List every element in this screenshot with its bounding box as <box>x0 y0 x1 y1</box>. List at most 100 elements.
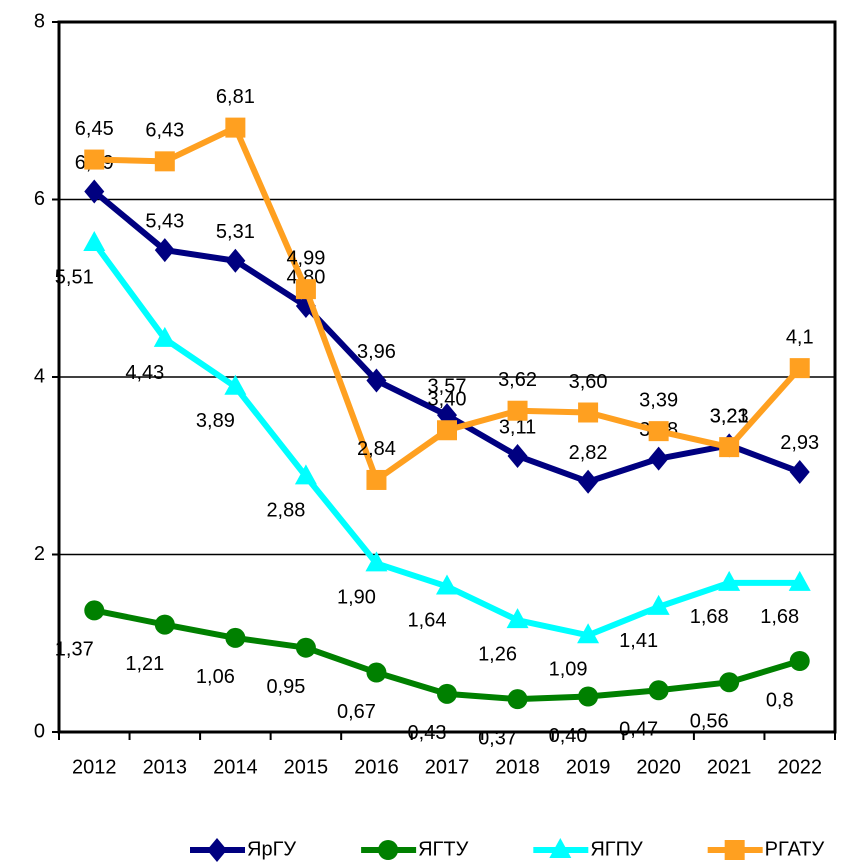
y-tick-label: 0 <box>34 720 45 742</box>
y-tick-label: 2 <box>34 543 45 565</box>
data-label: 5,51 <box>55 266 94 288</box>
marker <box>84 179 105 204</box>
marker <box>549 838 572 858</box>
data-label: 3,40 <box>428 389 467 411</box>
data-label: 1,09 <box>549 659 588 681</box>
marker <box>507 443 528 468</box>
y-tick-label: 4 <box>34 365 45 387</box>
marker <box>83 230 106 251</box>
data-label: 6,45 <box>75 118 114 140</box>
marker <box>366 469 387 490</box>
x-tick-label: 2020 <box>636 756 681 778</box>
data-label: 1,06 <box>196 666 235 688</box>
data-label: 0,43 <box>408 722 447 744</box>
x-tick-label: 2014 <box>213 756 258 778</box>
data-label: 4,99 <box>286 247 325 269</box>
data-label: 3,96 <box>357 341 396 363</box>
data-label: 1,21 <box>125 653 164 675</box>
data-label: 3,62 <box>498 369 537 391</box>
marker <box>153 326 176 347</box>
data-label: 3,39 <box>639 389 678 411</box>
marker <box>648 421 669 442</box>
data-label: 0,40 <box>549 725 588 747</box>
x-tick-label: 2017 <box>425 756 470 778</box>
marker <box>724 840 745 860</box>
marker <box>225 117 246 138</box>
marker <box>294 464 317 485</box>
data-label: 6,81 <box>216 86 255 108</box>
marker <box>788 570 811 591</box>
data-label: 0,95 <box>266 676 305 698</box>
marker <box>154 151 175 172</box>
data-label: 3,89 <box>196 410 235 432</box>
marker <box>577 623 600 644</box>
x-tick-label: 2013 <box>143 756 188 778</box>
data-label: 3,60 <box>569 371 608 393</box>
data-label: 6,43 <box>145 120 184 142</box>
marker <box>789 651 810 671</box>
x-tick-label: 2012 <box>72 756 117 778</box>
marker <box>578 469 599 494</box>
data-label: 3,11 <box>499 416 536 438</box>
marker <box>647 594 670 615</box>
marker <box>154 238 175 263</box>
marker <box>84 149 105 170</box>
x-tick-label: 2018 <box>495 756 540 778</box>
legend-label: ЯрГУ <box>247 838 296 860</box>
plot-frame <box>57 20 837 734</box>
marker <box>224 374 247 395</box>
data-label: 2,82 <box>569 442 608 464</box>
marker <box>507 400 528 421</box>
data-label: 1,26 <box>478 643 517 665</box>
data-label: 5,43 <box>145 210 184 232</box>
data-label: 0,37 <box>478 727 517 749</box>
data-label: 5,31 <box>216 221 255 243</box>
data-label: 2,84 <box>357 438 396 460</box>
marker <box>437 683 457 704</box>
data-label: 0,47 <box>619 719 658 741</box>
marker <box>437 420 457 441</box>
marker <box>506 608 529 629</box>
marker <box>648 680 669 701</box>
marker <box>225 627 246 648</box>
data-label: 2,93 <box>780 432 819 454</box>
marker <box>719 437 740 458</box>
marker <box>436 574 458 595</box>
marker <box>719 672 740 693</box>
data-label: 0,8 <box>766 689 794 711</box>
data-label: 1,37 <box>55 639 94 661</box>
y-tick-label: 8 <box>34 10 45 32</box>
x-tick-label: 2021 <box>707 756 752 778</box>
marker <box>648 446 669 471</box>
marker <box>507 689 528 710</box>
data-label: 1,68 <box>760 606 799 628</box>
marker <box>295 637 316 658</box>
data-label: 3,57 <box>428 375 467 397</box>
marker <box>718 570 741 591</box>
x-tick-label: 2022 <box>777 756 822 778</box>
data-label: 1,64 <box>408 610 447 632</box>
marker <box>366 368 387 393</box>
marker <box>207 838 227 862</box>
x-tick-label: 2019 <box>566 756 611 778</box>
data-label: 4,1 <box>786 326 814 348</box>
data-label: 3,23 <box>710 406 749 428</box>
legend-label: ЯГПУ <box>590 838 643 860</box>
x-tick-label: 2016 <box>354 756 399 778</box>
legend-label: ЯГТУ <box>418 838 468 860</box>
marker <box>789 459 810 484</box>
marker <box>154 614 175 635</box>
y-tick-label: 6 <box>34 188 45 210</box>
data-label: 1,90 <box>337 587 376 609</box>
marker <box>225 248 246 273</box>
data-label: 1,68 <box>690 606 729 628</box>
data-label: 0,56 <box>690 711 729 733</box>
data-label: 0,67 <box>337 701 376 723</box>
data-label: 4,43 <box>125 362 164 384</box>
marker <box>578 402 599 423</box>
marker <box>365 551 388 572</box>
marker <box>84 600 105 621</box>
data-label: 1,41 <box>619 630 658 652</box>
data-label: 3,21 <box>710 405 749 427</box>
